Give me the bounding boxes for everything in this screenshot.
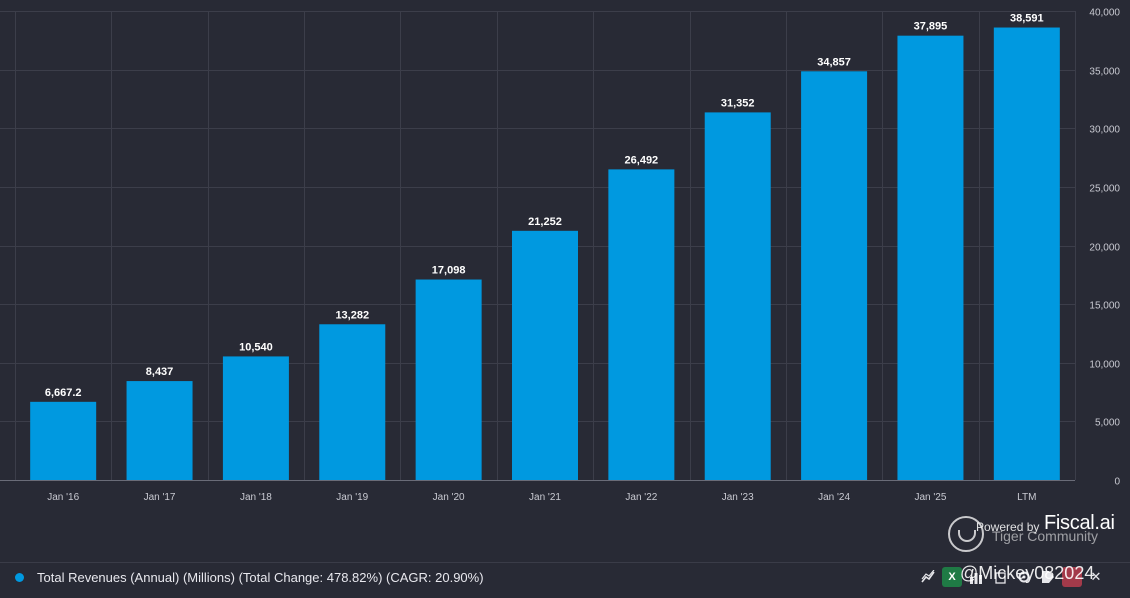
bar-value-label: 21,252: [528, 216, 562, 228]
chart-type-icon[interactable]: [918, 567, 938, 587]
bar-value-label: 37,895: [914, 21, 948, 33]
x-tick-label: Jan '19: [336, 492, 368, 503]
x-tick-label: Jan '16: [47, 492, 79, 503]
x-tick-label: Jan '22: [625, 492, 657, 503]
bar-value-label: 26,492: [625, 154, 659, 166]
bar[interactable]: [222, 356, 289, 480]
bar[interactable]: [126, 381, 193, 480]
user-handle: @Mickey082024: [960, 563, 1095, 583]
bar[interactable]: [415, 279, 482, 480]
revenue-chart: 0 5,000 10,000 15,000 20,000 25,000 30,000 35,0…: [0, 8, 1120, 503]
bar[interactable]: [608, 169, 675, 481]
bar-value-label: 31,352: [721, 97, 755, 109]
legend-series-label: Total Revenues (Annual) (Millions) (Tota…: [37, 570, 484, 585]
bar-value-label: 38,591: [1010, 13, 1044, 25]
fiscal-brand-logo: Fiscal.ai: [1044, 512, 1115, 534]
bar[interactable]: [319, 324, 386, 480]
tag-icon[interactable]: [1038, 567, 1058, 587]
y-tick-label: 5,000: [1095, 418, 1120, 429]
tiger-logo-icon: [948, 516, 984, 552]
bars-icon[interactable]: [966, 567, 986, 587]
x-tick-label: LTM: [1017, 492, 1036, 503]
y-tick-label: 35,000: [1089, 67, 1120, 78]
bar[interactable]: [801, 71, 868, 481]
x-tick-label: Jan '23: [722, 492, 754, 503]
bar-value-label: 34,857: [817, 56, 851, 68]
bar-value-label: 6,667.2: [45, 387, 82, 399]
y-tick-label: 10,000: [1089, 360, 1120, 371]
x-tick-label: Jan '20: [433, 492, 465, 503]
copy-icon[interactable]: [990, 567, 1010, 587]
excel-icon[interactable]: X: [942, 567, 962, 587]
y-tick-label: 20,000: [1089, 243, 1120, 254]
bar[interactable]: [512, 230, 578, 480]
y-tick-label: 40,000: [1089, 8, 1120, 19]
bar[interactable]: [993, 27, 1060, 480]
x-tick-label: Jan '17: [144, 492, 176, 503]
settings-icon[interactable]: [1014, 567, 1034, 587]
bar-value-label: 8,437: [146, 366, 174, 378]
bar[interactable]: [30, 401, 97, 480]
chart-svg: 0 5,000 10,000 15,000 20,000 25,000 30,000 35,0…: [0, 8, 1120, 503]
bar-value-label: 13,282: [335, 309, 369, 321]
red-icon[interactable]: [1062, 567, 1082, 587]
x-tick-label: Jan '21: [529, 492, 561, 503]
bar[interactable]: [704, 112, 771, 480]
powered-by-text: Powered by: [976, 520, 1040, 534]
y-tick-label: 0: [1114, 477, 1120, 488]
tiger-community-text: Tiger Community: [992, 528, 1099, 544]
y-tick-label: 25,000: [1089, 184, 1120, 195]
bar-value-label: 10,540: [239, 341, 273, 353]
legend-dot-icon: [15, 573, 24, 582]
x-tick-label: Jan '24: [818, 492, 850, 503]
y-tick-label: 30,000: [1089, 125, 1120, 136]
x-tick-label: Jan '18: [240, 492, 272, 503]
chart-footer: Total Revenues (Annual) (Millions) (Tota…: [0, 562, 1130, 593]
bar-value-label: 17,098: [432, 265, 466, 277]
bar[interactable]: [897, 35, 964, 481]
y-tick-label: 15,000: [1089, 301, 1120, 312]
x-tick-label: Jan '25: [914, 492, 946, 503]
watermark: Powered by Fiscal.ai Tiger Community: [946, 512, 1130, 560]
close-icon[interactable]: ✕: [1090, 569, 1102, 584]
